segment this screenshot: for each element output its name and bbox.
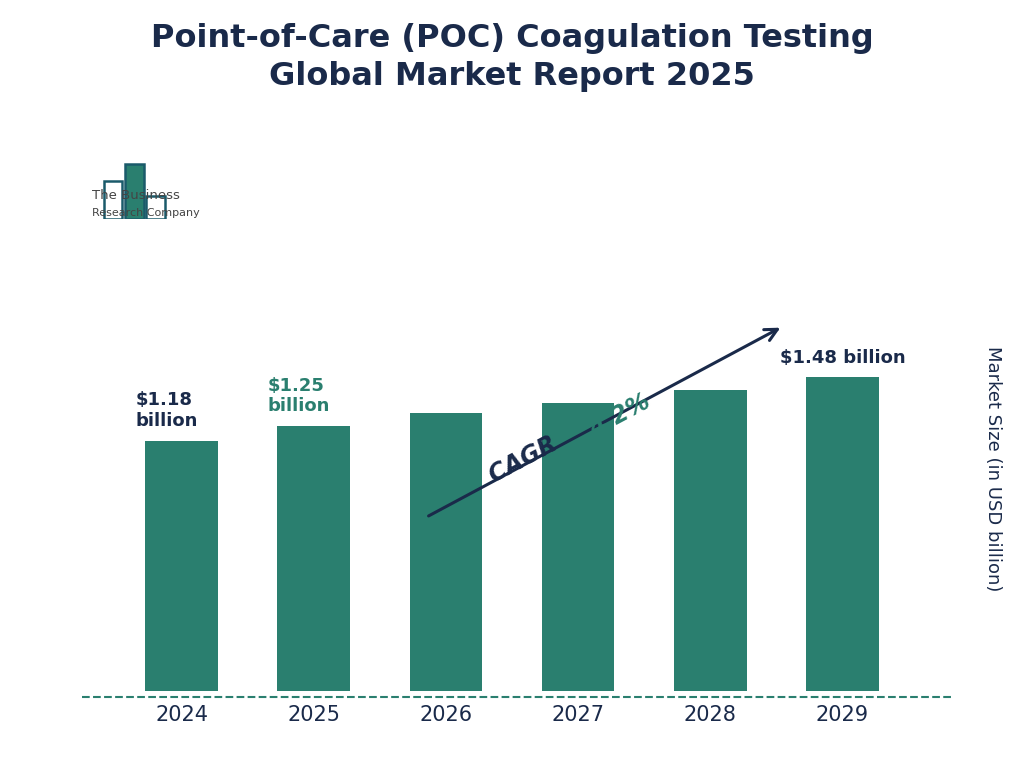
Text: $1.48 billion: $1.48 billion bbox=[779, 349, 905, 366]
Text: $1.25
billion: $1.25 billion bbox=[267, 376, 330, 415]
Text: Point-of-Care (POC) Coagulation Testing
Global Market Report 2025: Point-of-Care (POC) Coagulation Testing … bbox=[151, 23, 873, 92]
Bar bbox=[278, 426, 350, 691]
Text: Research Company: Research Company bbox=[92, 207, 200, 218]
Text: $1.18
billion: $1.18 billion bbox=[135, 392, 198, 430]
Bar bbox=[145, 441, 218, 691]
Bar bbox=[146, 196, 165, 219]
Text: Market Size (in USD billion): Market Size (in USD billion) bbox=[984, 346, 1002, 591]
Bar bbox=[410, 413, 482, 691]
Bar bbox=[674, 390, 746, 691]
Bar bbox=[103, 181, 123, 219]
Bar bbox=[806, 377, 879, 691]
Bar bbox=[542, 402, 614, 691]
Text: CAGR: CAGR bbox=[485, 428, 568, 488]
Bar bbox=[125, 164, 143, 219]
Text: The Business: The Business bbox=[92, 190, 180, 202]
Text: 4.2%: 4.2% bbox=[585, 389, 654, 442]
